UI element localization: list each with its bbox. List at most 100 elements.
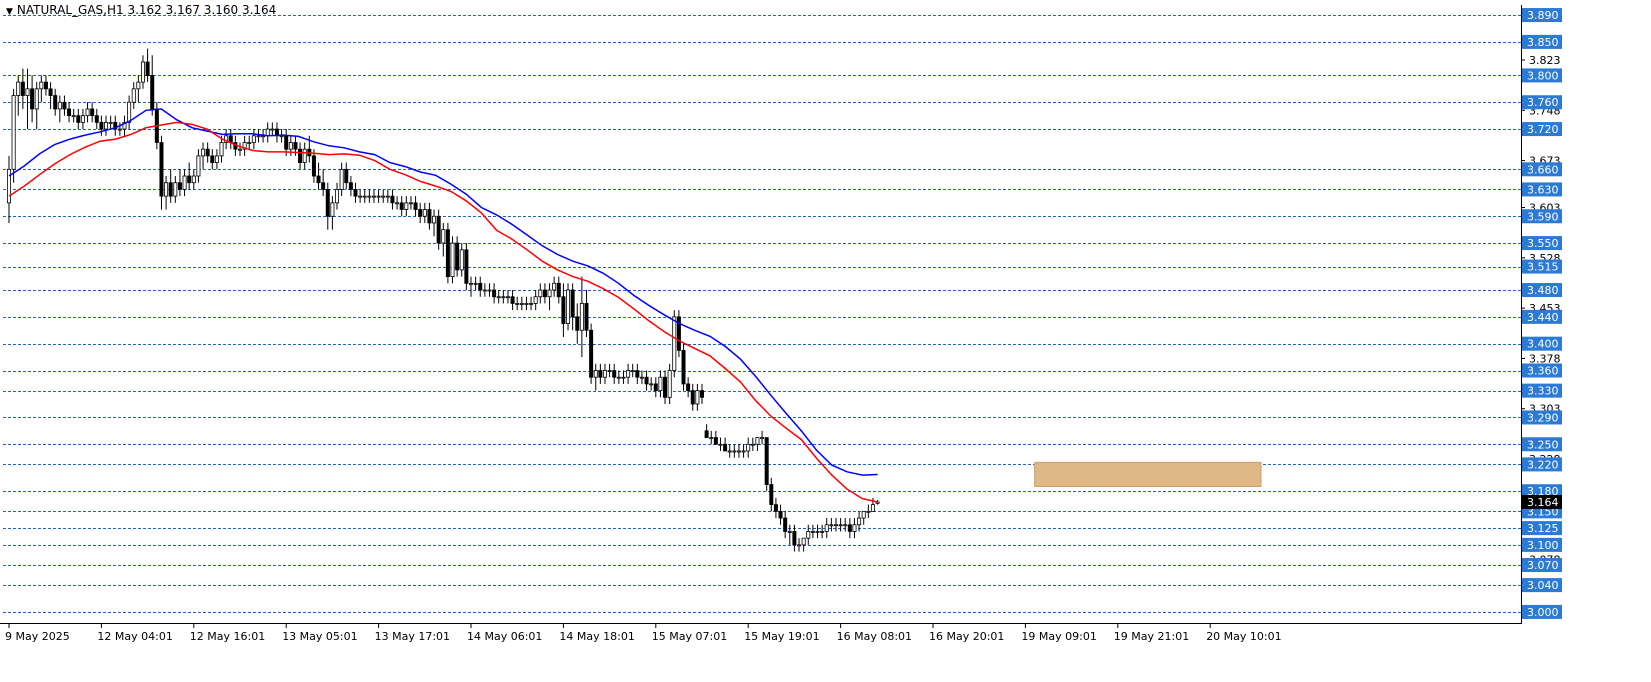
candle-body bbox=[736, 450, 741, 453]
candle-124 bbox=[579, 276, 584, 358]
candle-102 bbox=[478, 276, 483, 297]
candle-79 bbox=[371, 189, 376, 203]
level-label-9: 3.515 bbox=[1522, 259, 1562, 274]
candle-177 bbox=[824, 518, 829, 539]
candle-body bbox=[408, 202, 413, 205]
candle-body bbox=[459, 249, 464, 271]
candle-body bbox=[492, 289, 497, 298]
time-label-4: 13 May 17:01 bbox=[375, 630, 450, 643]
candle-body bbox=[25, 88, 30, 96]
level-label-1: 3.850 bbox=[1522, 34, 1562, 49]
candle-94 bbox=[441, 222, 446, 257]
candle-183 bbox=[852, 518, 857, 539]
candle-43 bbox=[205, 142, 210, 163]
candle-body bbox=[159, 142, 164, 197]
level-label-bg bbox=[1522, 336, 1562, 351]
chart-frame bbox=[0, 5, 1522, 624]
candle-120 bbox=[561, 283, 566, 337]
candle-74 bbox=[348, 176, 353, 197]
level-label-11: 3.440 bbox=[1522, 309, 1562, 324]
level-label-text: 3.850 bbox=[1527, 36, 1559, 49]
candle-117 bbox=[547, 283, 552, 311]
level-label-text: 3.890 bbox=[1527, 9, 1559, 22]
candle-127 bbox=[593, 363, 598, 391]
time-label-13: 20 May 10:01 bbox=[1206, 630, 1281, 643]
level-label-20: 3.125 bbox=[1522, 521, 1562, 536]
candle-107 bbox=[501, 290, 506, 304]
candle-184 bbox=[857, 511, 862, 532]
candle-body bbox=[561, 296, 566, 324]
price-axis[interactable]: 3.8233.7483.6733.6033.5283.4533.3783.303… bbox=[1521, 8, 1562, 619]
candle-115 bbox=[538, 283, 543, 304]
candle-body bbox=[404, 202, 409, 210]
candle-54 bbox=[256, 129, 261, 143]
candle-148 bbox=[690, 383, 695, 411]
candle-body bbox=[39, 81, 44, 90]
level-label-bg bbox=[1522, 259, 1562, 274]
candle-180 bbox=[838, 518, 843, 532]
candle-33 bbox=[159, 135, 164, 210]
level-label-text: 3.400 bbox=[1527, 338, 1559, 351]
candle-52 bbox=[247, 135, 252, 150]
candle-body bbox=[43, 81, 48, 90]
candle-body bbox=[201, 148, 206, 157]
level-label-17: 3.220 bbox=[1522, 457, 1562, 472]
level-label-text: 3.070 bbox=[1527, 559, 1559, 572]
candle-body bbox=[792, 531, 797, 546]
candle-body bbox=[542, 289, 547, 298]
candle-143 bbox=[667, 363, 672, 405]
candle-139 bbox=[649, 377, 654, 391]
candle-body bbox=[30, 88, 35, 110]
level-label-bg bbox=[1522, 122, 1562, 137]
time-axis[interactable]: 9 May 2025 12 May 04:01 12 May 16:01 13 May… bbox=[5, 624, 1282, 643]
candle-24 bbox=[117, 122, 122, 136]
candle-body bbox=[311, 155, 316, 177]
candle-body bbox=[616, 376, 621, 379]
candle-169 bbox=[787, 524, 792, 545]
candle-176 bbox=[820, 524, 825, 539]
candle-187 bbox=[870, 497, 875, 512]
level-label-bg bbox=[1522, 8, 1562, 23]
current-price-marker: 3.164 bbox=[1522, 494, 1562, 509]
candle-body bbox=[344, 168, 349, 184]
candle-129 bbox=[602, 363, 607, 384]
candle-body bbox=[140, 61, 145, 83]
candle-body bbox=[519, 303, 524, 305]
candle-13 bbox=[67, 102, 72, 123]
chart-menu-icon[interactable]: ▼ bbox=[6, 7, 13, 17]
level-label-text: 3.220 bbox=[1527, 458, 1559, 471]
candle-128 bbox=[598, 363, 603, 384]
level-label-24: 3.000 bbox=[1522, 604, 1562, 619]
candle-body bbox=[80, 115, 85, 123]
candle-163 bbox=[760, 430, 765, 445]
candle-8 bbox=[43, 75, 48, 96]
candle-98 bbox=[459, 243, 464, 277]
candle-body bbox=[441, 229, 446, 244]
candle-136 bbox=[635, 363, 640, 384]
candle-body bbox=[787, 531, 792, 533]
candle-body bbox=[353, 189, 358, 197]
candle-63 bbox=[298, 142, 303, 170]
candle-body bbox=[473, 282, 478, 285]
candle-body bbox=[187, 175, 192, 184]
candle-66 bbox=[311, 149, 316, 183]
candle-111 bbox=[519, 296, 524, 311]
candle-body bbox=[168, 182, 173, 197]
candle-body bbox=[325, 189, 330, 217]
candle-body bbox=[302, 148, 307, 164]
candle-44 bbox=[210, 149, 215, 170]
candle-113 bbox=[529, 296, 534, 311]
level-label-22: 3.070 bbox=[1522, 557, 1562, 572]
ema-slow-line bbox=[8, 108, 878, 476]
candle-88 bbox=[413, 196, 418, 217]
candle-body bbox=[321, 182, 326, 190]
level-label-bg bbox=[1522, 604, 1562, 619]
level-label-bg bbox=[1522, 162, 1562, 177]
candle-156 bbox=[727, 444, 732, 458]
candle-29 bbox=[140, 55, 145, 89]
candle-132 bbox=[616, 370, 621, 384]
candle-body bbox=[418, 209, 423, 217]
level-label-2: 3.800 bbox=[1522, 68, 1562, 83]
candle-167 bbox=[778, 504, 783, 525]
